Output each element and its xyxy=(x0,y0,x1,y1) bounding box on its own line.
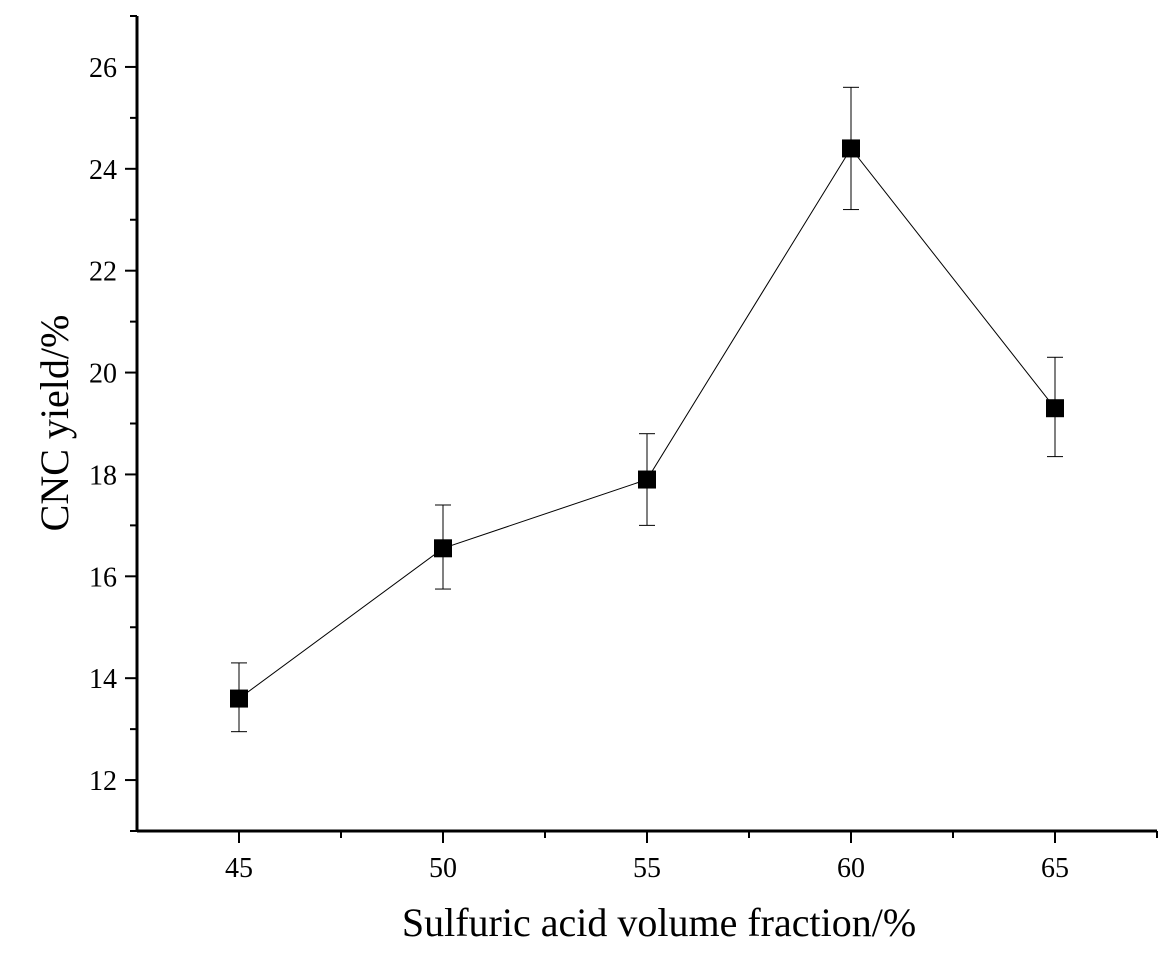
y-tick-label: 14 xyxy=(89,664,117,695)
y-tick-label: 16 xyxy=(89,562,117,593)
y-tick-label: 18 xyxy=(89,460,117,491)
x-tick-label: 60 xyxy=(837,853,865,884)
x-tick-label: 45 xyxy=(225,853,253,884)
y-axis-ticks: 12 14 16 18 20 22 24 26 xyxy=(89,15,137,832)
x-tick-label: 65 xyxy=(1041,853,1069,884)
data-point-marker xyxy=(638,470,656,489)
series-line xyxy=(238,147,1056,699)
y-axis-title: CNC yield/% xyxy=(32,315,77,532)
axes xyxy=(135,16,1157,833)
data-series xyxy=(230,86,1064,733)
y-tick-label: 22 xyxy=(89,257,117,288)
data-point-marker xyxy=(434,539,452,558)
data-point-marker xyxy=(1046,399,1064,418)
data-point-group xyxy=(1046,356,1064,458)
data-point-marker xyxy=(230,689,248,708)
y-tick-label: 26 xyxy=(89,53,117,84)
data-point-group xyxy=(638,433,656,526)
data-point-group xyxy=(230,662,248,733)
y-tick-label: 20 xyxy=(89,359,117,390)
data-point-marker xyxy=(842,139,860,158)
data-point-group xyxy=(842,86,860,211)
x-axis-ticks: 45 50 55 60 65 xyxy=(225,831,1158,884)
y-tick-label: 12 xyxy=(89,766,117,797)
y-tick-label: 24 xyxy=(89,155,117,186)
x-axis-title: Sulfuric acid volume fraction/% xyxy=(402,900,916,945)
data-point-group xyxy=(434,504,452,590)
x-tick-label: 55 xyxy=(633,853,661,884)
x-tick-label: 50 xyxy=(429,853,457,884)
